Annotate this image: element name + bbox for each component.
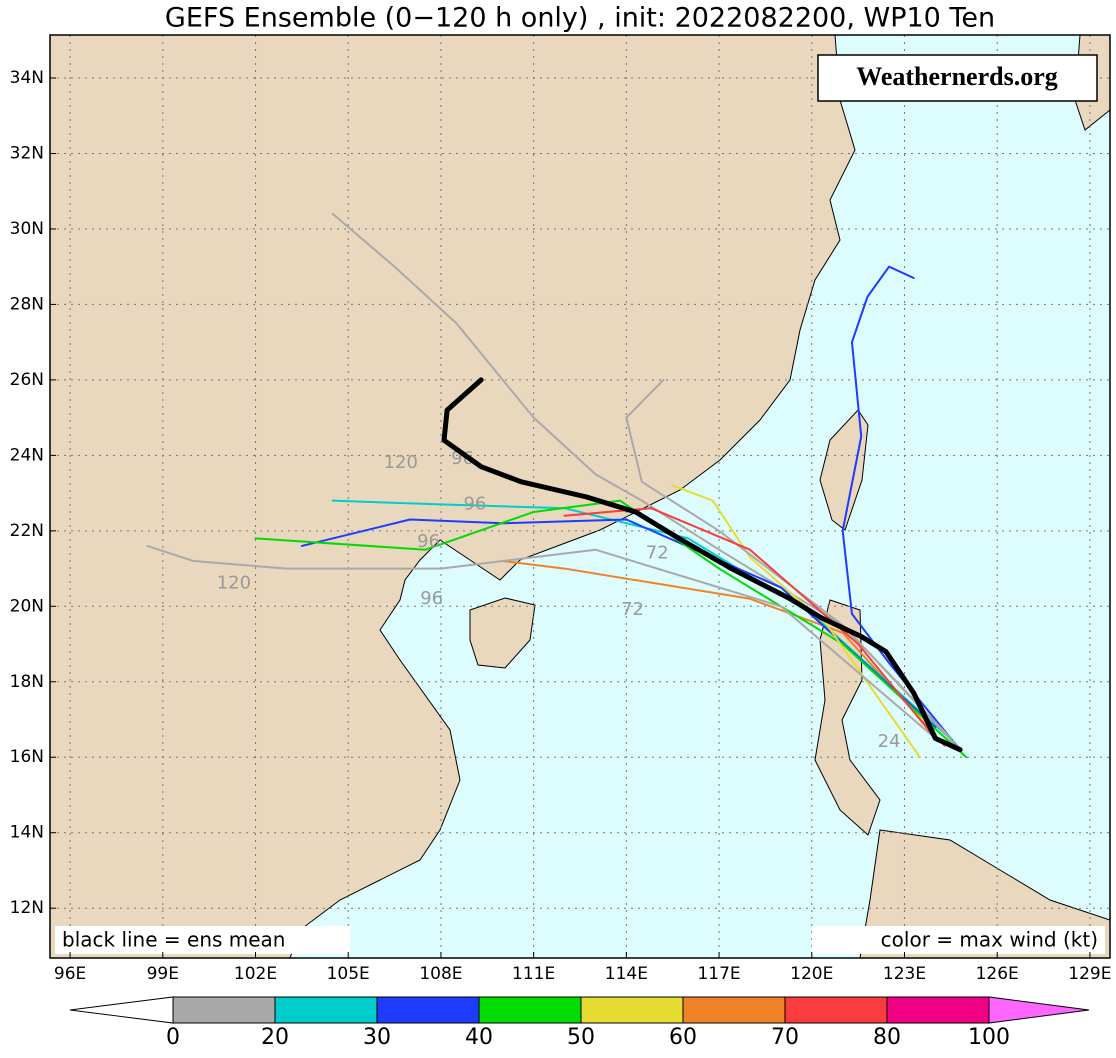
- tracks: 120 96 96 96 120 96 72 72 24: [146, 212, 968, 759]
- x-tick-label: 114E: [605, 964, 648, 984]
- x-tick-label: 108E: [419, 964, 462, 984]
- colorbar-over: [988, 996, 1090, 1024]
- hour-label: 120: [217, 573, 251, 594]
- member-track: [254, 499, 968, 759]
- colorbar-tick-label: 40: [465, 1025, 493, 1050]
- hour-label: 96: [451, 448, 474, 469]
- colorbar-segment: [376, 996, 480, 1024]
- luzon: [814, 599, 881, 836]
- y-tick-label: 16N: [10, 747, 44, 767]
- x-tick-label: 123E: [883, 964, 926, 984]
- hour-label: 24: [878, 731, 901, 752]
- colorbar-segment: [886, 996, 990, 1024]
- watermark: Weathernerds.org: [856, 62, 1057, 91]
- x-tick-label: 120E: [790, 964, 833, 984]
- y-tick-label: 24N: [10, 445, 44, 465]
- hour-label: 120: [384, 452, 418, 473]
- y-tick-label: 32N: [10, 143, 44, 163]
- member-track: [563, 507, 937, 740]
- y-tick-label: 14N: [10, 823, 44, 843]
- y-tick-label: 28N: [10, 294, 44, 314]
- colorbar-segment: [784, 996, 888, 1024]
- colorbar-segment: [274, 996, 378, 1024]
- y-tick-label: 20N: [10, 596, 44, 616]
- colorbar-segment: [478, 996, 582, 1024]
- member-track: [501, 560, 946, 747]
- colorbar-tick-label: 30: [363, 1025, 391, 1050]
- note-box: [812, 926, 1105, 954]
- watermark-box: [817, 54, 1098, 102]
- y-tick-label: 12N: [10, 898, 44, 918]
- y-tick-label: 30N: [10, 219, 44, 239]
- colorbar-tick-label: 100: [968, 1025, 1010, 1050]
- colorbar-tick-label: 0: [166, 1025, 180, 1050]
- x-tick-label: 117E: [697, 964, 740, 984]
- colorbar-segment: [172, 996, 276, 1024]
- x-tick-label: 105E: [327, 964, 370, 984]
- taiwan: [819, 409, 869, 531]
- x-tick-label: 126E: [976, 964, 1019, 984]
- x-tick-label: 96E: [54, 964, 86, 984]
- y-tick-label: 34N: [10, 68, 44, 88]
- colorbar: 0 20 30 40 50 60 70 80 100: [69, 996, 1090, 1050]
- colorbar-segment: [580, 996, 684, 1024]
- note-left: black line = ens mean: [62, 928, 286, 952]
- plot-frame: [49, 34, 1111, 959]
- colorbar-tick-label: 70: [771, 1025, 799, 1050]
- y-tick-label: 26N: [10, 370, 44, 390]
- mainland: [50, 35, 856, 958]
- member-track: [671, 484, 921, 759]
- mean-track: [441, 377, 963, 753]
- x-tick-label: 111E: [512, 964, 555, 984]
- y-tick-label: 18N: [10, 672, 44, 692]
- map-area: 120 96 96 96 120 96 72 72 24: [50, 35, 1110, 958]
- title: GEFS Ensemble (0−120 h only) , init: 202…: [165, 3, 995, 34]
- axes: 96E 99E 102E 105E 108E 111E 114E 117E 120E 123E 12…: [10, 68, 1112, 984]
- member-track: [331, 212, 952, 740]
- note-right: color = max wind (kt): [881, 928, 1098, 952]
- x-tick-label: 129E: [1068, 964, 1111, 984]
- x-tick-label: 102E: [234, 964, 277, 984]
- note-box: [55, 926, 350, 954]
- colorbar-segment: [682, 996, 786, 1024]
- hour-label: 96: [463, 493, 486, 514]
- hainan: [469, 597, 536, 669]
- colorbar-under: [69, 996, 174, 1024]
- member-track: [146, 544, 937, 740]
- x-tick-label: 99E: [147, 964, 179, 984]
- hour-label: 96: [420, 588, 443, 609]
- hour-label: 72: [621, 599, 644, 620]
- colorbar-tick-label: 60: [669, 1025, 697, 1050]
- colorbar-tick-label: 20: [261, 1025, 289, 1050]
- y-tick-label: 22N: [10, 521, 44, 541]
- member-track: [625, 378, 962, 751]
- colorbar-tick-label: 80: [873, 1025, 901, 1050]
- colorbar-tick-label: 50: [567, 1025, 595, 1050]
- hour-label: 96: [417, 531, 440, 552]
- hour-label: 72: [646, 542, 669, 563]
